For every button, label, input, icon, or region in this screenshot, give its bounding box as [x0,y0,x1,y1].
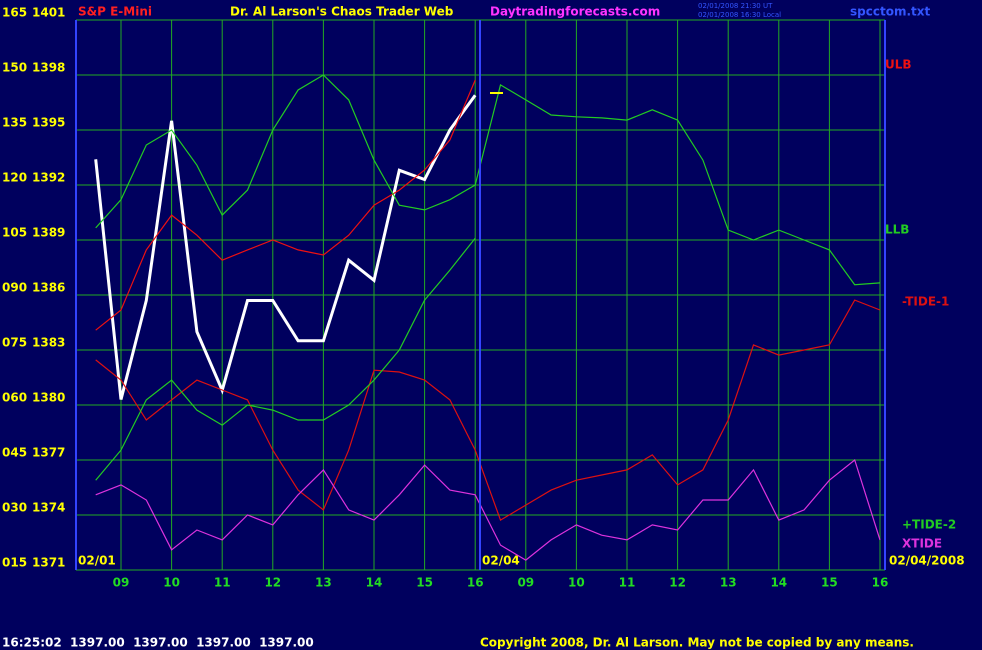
y-tick-label: 1389 [32,226,65,240]
x-tick-label: 13 [315,576,332,590]
x-tick-label: 09 [517,576,534,590]
x-tick-label: 09 [113,576,130,590]
date-label: 02/04/2008 [889,554,965,568]
series-line [95,299,881,521]
y2-tick-label: 105 [2,226,27,240]
x-tick-label: 13 [720,576,737,590]
x-tick-label: 16 [467,576,484,590]
copyright: Copyright 2008, Dr. Al Larson. May not b… [480,636,914,650]
legend-entry: +TIDE-2 [902,518,956,532]
y2-tick-label: 150 [2,61,27,75]
y2-tick-label: 015 [2,556,27,570]
y-tick-label: 1401 [32,6,65,20]
y2-tick-label: 090 [2,281,27,295]
y-tick-label: 1392 [32,171,65,185]
x-tick-label: 14 [770,576,787,590]
file-name: spcctom.txt [850,5,930,19]
date-label: 02/04 [482,554,520,568]
series-line [94,94,477,400]
x-tick-label: 16 [872,576,889,590]
y-tick-label: 1386 [32,281,65,295]
legend-entry: ULB [885,58,912,72]
x-tick-label: 12 [264,576,281,590]
quote: 16:25:02 1397.00 1397.00 1397.00 1397.00 [2,636,314,650]
legend-entry: -TIDE-1 [902,295,949,309]
series-line [95,74,881,286]
series-line [95,237,476,481]
y2-tick-label: 075 [2,336,27,350]
series-line [95,79,476,331]
y-tick-label: 1398 [32,61,65,75]
y-tick-label: 1377 [32,446,65,460]
y-tick-label: 1380 [32,391,65,405]
plot [94,74,881,561]
y2-tick-label: 120 [2,171,27,185]
x-tick-label: 12 [669,576,686,590]
y-tick-label: 1371 [32,556,65,570]
x-tick-label: 10 [163,576,180,590]
chart-title: Dr. Al Larson's Chaos Trader Web [230,5,454,19]
x-tick-label: 14 [366,576,383,590]
x-tick-label: 15 [821,576,838,590]
timestamp-local: 02/01/2008 16:30 Local [698,11,781,19]
timestamp-ut: 02/01/2008 21:30 UT [698,2,773,10]
symbol: S&P E-Mini [78,5,152,19]
y-tick-label: 1395 [32,116,65,130]
legend-entry: LLB [885,223,909,237]
grid [76,19,885,571]
date-label: 02/01 [78,554,116,568]
x-tick-label: 11 [214,576,231,590]
y2-tick-label: 165 [2,6,27,20]
y2-tick-label: 045 [2,446,27,460]
x-tick-label: 10 [568,576,585,590]
y2-tick-label: 135 [2,116,27,130]
series-line [95,458,881,561]
x-tick-label: 11 [619,576,636,590]
y2-tick-label: 060 [2,391,27,405]
x-tick-label: 15 [416,576,433,590]
y2-tick-label: 030 [2,501,27,515]
y-tick-label: 1383 [32,336,65,350]
site: Daytradingforecasts.com [490,5,660,19]
y-tick-label: 1374 [32,501,65,515]
legend-entry: XTIDE [902,537,942,551]
